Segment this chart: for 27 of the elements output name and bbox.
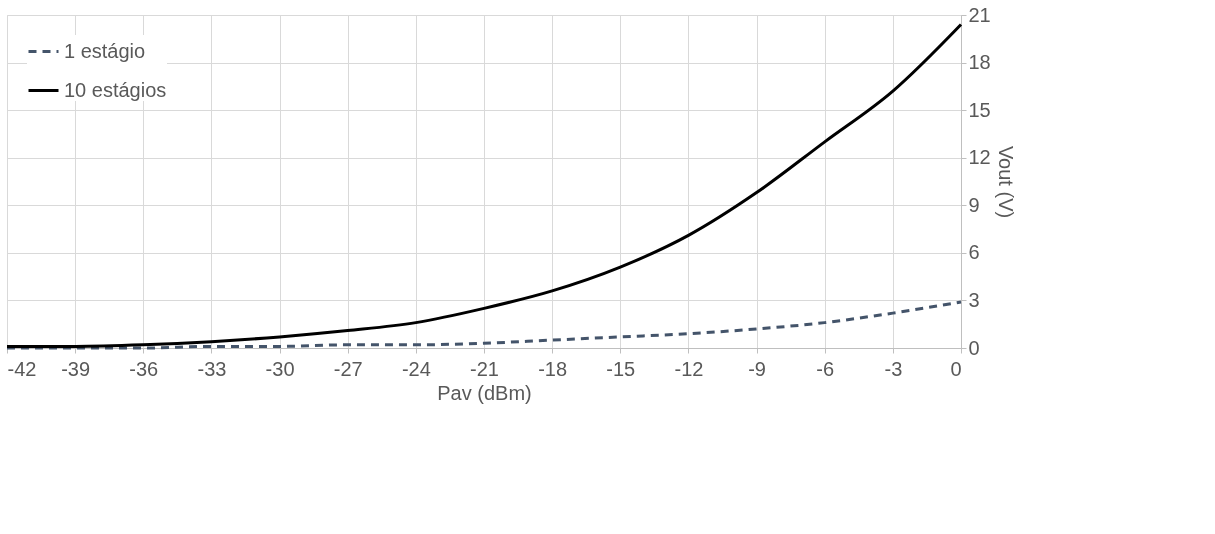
x-tick-label: -36 [129,357,159,380]
x-axis-title: Pav (dBm) [437,381,532,404]
y-tick-label: 0 [968,336,980,359]
y-tick-label: 3 [968,288,980,311]
x-tick-label: -15 [606,357,636,380]
x-tick-label: -27 [333,357,363,380]
y-tick-label: 12 [968,146,991,169]
y-tick-label: 21 [968,3,991,26]
legend-label: 1 estágio [64,39,146,62]
x-tick-label: -6 [816,357,835,380]
y-tick-label: 18 [968,51,991,74]
x-tick-label: -24 [401,357,431,380]
y-axis-title: Vout (V) [994,145,1017,219]
x-tick-label: -9 [748,357,766,380]
x-tick-label: -39 [61,357,91,380]
x-tick-label: -3 [884,357,903,380]
y-tick-label: 6 [968,241,980,264]
y-tick-label: 15 [968,98,991,121]
y-tick-label: 9 [968,193,980,216]
x-tick-label: -21 [470,357,499,380]
x-tick-label: -18 [538,357,568,380]
legend-label: 10 estágios [64,78,167,101]
x-tick-label: -42 [7,357,37,380]
x-tick-label: -33 [197,357,227,380]
x-tick-label: 0 [950,357,962,380]
x-tick-label: -12 [674,357,704,380]
x-tick-label: -30 [265,357,295,380]
